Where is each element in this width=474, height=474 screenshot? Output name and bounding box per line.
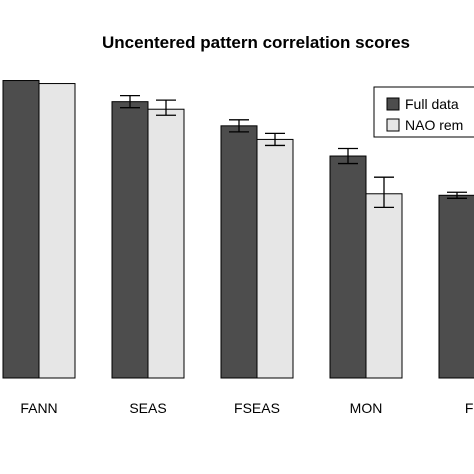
error-bars-group (120, 94, 467, 209)
x-tick-label-seas: SEAS (129, 400, 166, 416)
legend-swatch-2 (386, 118, 400, 132)
bar-fm-series-1 (438, 194, 474, 379)
bar-fseas-series-1 (220, 125, 258, 379)
x-tick-label-fseas: FSEAS (234, 400, 280, 416)
x-tick-label-fm: FM (465, 400, 474, 416)
bar-seas-series-2 (147, 108, 185, 379)
x-tick-labels: FANN SEAS FSEAS MON FM (20, 400, 474, 416)
bar-mon-series-1 (329, 155, 367, 379)
legend: Full data NAO rem (373, 86, 474, 138)
chart-title: Uncentered pattern correlation scores (102, 33, 410, 52)
error-bar-seas-series-2 (156, 99, 176, 116)
error-bar-mon-series-2 (374, 176, 394, 209)
legend-label-1: Full data (405, 96, 459, 112)
x-tick-label-fann: FANN (20, 400, 57, 416)
error-bar-seas-series-1 (120, 94, 140, 109)
legend-label-2: NAO rem (405, 117, 463, 133)
error-bar-fseas-series-1 (229, 119, 249, 133)
x-tick-label-mon: MON (350, 400, 383, 416)
error-bar-mon-series-1 (338, 147, 358, 165)
bar-fann-series-2 (38, 83, 76, 379)
bars-group (2, 80, 474, 379)
error-bar-fseas-series-2 (265, 132, 285, 147)
error-bar-fm-series-1 (447, 191, 467, 199)
legend-swatch-1 (386, 97, 400, 111)
bar-mon-series-2 (365, 193, 403, 379)
bar-fseas-series-2 (256, 138, 294, 379)
bar-fann-series-1 (2, 80, 40, 379)
bar-seas-series-1 (111, 101, 149, 379)
